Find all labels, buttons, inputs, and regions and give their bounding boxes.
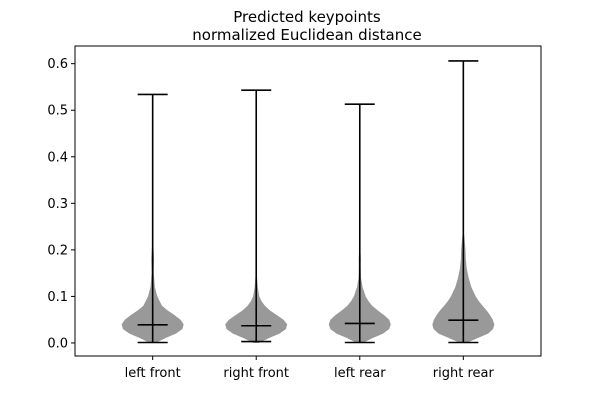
y-tick-label: 0.2 (47, 243, 68, 258)
violins-layer (121, 60, 495, 344)
y-tick-label: 0.3 (47, 197, 68, 212)
x-axis: left front right front left rear right rear (125, 356, 495, 381)
chart-title-line1: Predicted keypoints (233, 8, 381, 26)
plot-frame (74, 45, 542, 357)
x-tick-label: right rear (433, 366, 495, 381)
y-tick-label: 0.4 (47, 150, 68, 165)
x-tick-label: right front (223, 366, 289, 381)
y-tick-label: 0.6 (47, 57, 68, 72)
x-tick-label: left front (125, 366, 181, 381)
y-tick-label: 0.1 (47, 290, 68, 305)
y-axis: 0.0 0.1 0.2 0.3 0.4 0.5 0.6 (47, 57, 75, 351)
y-tick-label: 0.0 (47, 336, 68, 351)
x-tick-label: left rear (334, 366, 386, 381)
y-tick-label: 0.5 (47, 104, 68, 119)
chart-title-line2: normalized Euclidean distance (192, 26, 421, 44)
